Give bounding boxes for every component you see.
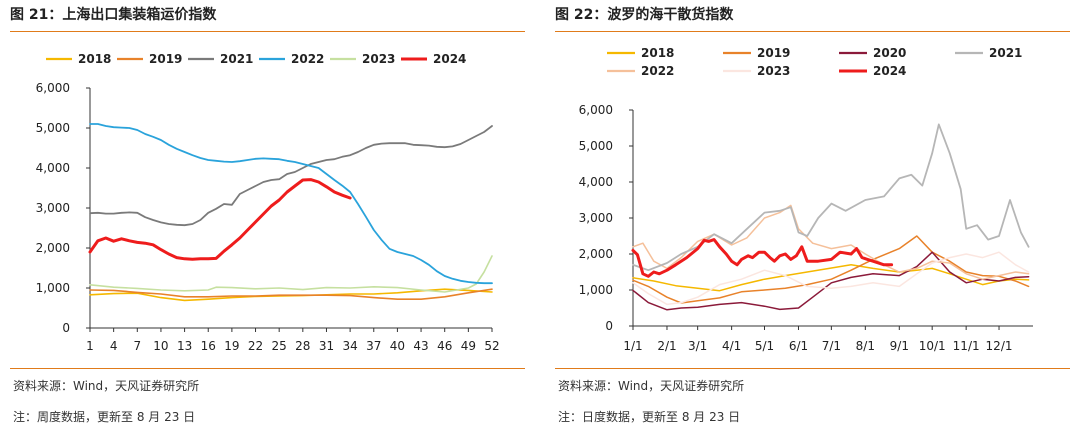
x-tick-label: 5/1 bbox=[755, 339, 774, 353]
x-tick-label: 2/1 bbox=[657, 339, 676, 353]
x-tick-label: 7 bbox=[133, 339, 141, 353]
y-tick-label: 6,000 bbox=[36, 81, 70, 95]
x-tick-label: 46 bbox=[437, 339, 452, 353]
chart-title: 图 21：上海出口集装箱运价指数 bbox=[10, 7, 217, 23]
series-line-2019 bbox=[632, 235, 1030, 304]
legend-label-2019: 2019 bbox=[149, 52, 182, 66]
y-tick-label: 1,000 bbox=[36, 281, 70, 295]
y-tick-label: 3,000 bbox=[579, 211, 613, 225]
series-line-2019 bbox=[89, 288, 493, 301]
series-line-2022 bbox=[89, 123, 493, 285]
chart-svg: 0 1,000 2,000 3,000 4,000 5,000 6,000 1 4 7 10 13 16… bbox=[36, 52, 500, 353]
x-tick-label: 34 bbox=[342, 339, 357, 353]
chart-panel-scfi: 图 21：上海出口集装箱运价指数 0 1,000 2,000 3,000 4,000 5,… bbox=[10, 0, 525, 431]
series-line-2023 bbox=[89, 255, 493, 293]
x-tick-label: 6/1 bbox=[789, 339, 808, 353]
title-divider bbox=[555, 31, 1070, 32]
legend-label-2023: 2023 bbox=[757, 64, 790, 78]
x-tick-label: 9/1 bbox=[890, 339, 909, 353]
x-tick-label: 4/1 bbox=[722, 339, 741, 353]
series-line-2018 bbox=[632, 264, 1030, 292]
series-line-2020 bbox=[632, 251, 1030, 311]
series-line-2021 bbox=[632, 123, 1030, 272]
y-tick-label: 3,000 bbox=[36, 201, 70, 215]
x-tick-label: 31 bbox=[319, 339, 334, 353]
x-tick-label: 43 bbox=[413, 339, 428, 353]
update-note: 注：日度数据，更新至 8 月 23 日 bbox=[558, 410, 741, 424]
series-line-2024 bbox=[631, 238, 894, 278]
x-tick-label: 16 bbox=[201, 339, 216, 353]
chart-svg: 0 1,000 2,000 3,000 4,000 5,000 6,000 1/1 2/1 3/1… bbox=[579, 46, 1033, 353]
y-tick-label: 5,000 bbox=[36, 121, 70, 135]
footer-divider bbox=[10, 368, 525, 369]
legend-label-2018: 2018 bbox=[641, 46, 674, 60]
x-tick-label: 10 bbox=[153, 339, 168, 353]
x-tick-label: 8/1 bbox=[856, 339, 875, 353]
source-note: 资料来源：Wind，天风证券研究所 bbox=[13, 379, 200, 393]
y-tick-label: 1,000 bbox=[579, 283, 613, 297]
source-note: 资料来源：Wind，天风证券研究所 bbox=[558, 379, 745, 393]
legend-label-2024: 2024 bbox=[873, 64, 906, 78]
y-tick-label: 4,000 bbox=[36, 161, 70, 175]
legend-label-2018: 2018 bbox=[78, 52, 111, 66]
footer-divider bbox=[555, 368, 1070, 369]
legend-label-2022: 2022 bbox=[641, 64, 674, 78]
x-tick-label: 22 bbox=[248, 339, 263, 353]
x-tick-label: 11/1 bbox=[953, 339, 980, 353]
x-tick-label: 7/1 bbox=[822, 339, 841, 353]
y-tick-label: 2,000 bbox=[36, 241, 70, 255]
x-tick-label: 49 bbox=[461, 339, 476, 353]
y-tick-label: 2,000 bbox=[579, 247, 613, 261]
x-tick-label: 1 bbox=[86, 339, 94, 353]
series-line-2024 bbox=[88, 178, 352, 261]
y-tick-label: 0 bbox=[605, 319, 613, 333]
x-tick-label: 19 bbox=[224, 339, 239, 353]
x-tick-label: 28 bbox=[295, 339, 310, 353]
update-note: 注：周度数据，更新至 8 月 23 日 bbox=[13, 410, 196, 424]
x-tick-label: 40 bbox=[390, 339, 405, 353]
y-tick-label: 6,000 bbox=[579, 103, 613, 117]
legend-label-2021: 2021 bbox=[989, 46, 1022, 60]
chart-title: 图 22：波罗的海干散货指数 bbox=[555, 7, 734, 23]
y-tick-label: 5,000 bbox=[579, 139, 613, 153]
y-tick-label: 4,000 bbox=[579, 175, 613, 189]
x-tick-label: 1/1 bbox=[623, 339, 642, 353]
x-tick-label: 25 bbox=[272, 339, 287, 353]
legend-label-2023: 2023 bbox=[362, 52, 395, 66]
y-tick-label: 0 bbox=[62, 321, 70, 335]
legend-label-2022: 2022 bbox=[291, 52, 324, 66]
series-line-2021 bbox=[89, 125, 493, 227]
x-tick-label: 13 bbox=[177, 339, 192, 353]
x-tick-label: 3/1 bbox=[688, 339, 707, 353]
x-tick-label: 52 bbox=[484, 339, 499, 353]
x-tick-label: 12/1 bbox=[986, 339, 1013, 353]
x-tick-label: 37 bbox=[366, 339, 381, 353]
x-tick-label: 4 bbox=[110, 339, 118, 353]
legend-label-2019: 2019 bbox=[757, 46, 790, 60]
x-tick-label: 10/1 bbox=[919, 339, 946, 353]
legend-label-2021: 2021 bbox=[220, 52, 253, 66]
chart-panel-bdi: 图 22：波罗的海干散货指数 0 1,000 2,000 3,000 4,000 5,00… bbox=[555, 0, 1070, 431]
legend-label-2024: 2024 bbox=[433, 52, 466, 66]
series-line-2023 bbox=[632, 251, 1030, 306]
legend-label-2020: 2020 bbox=[873, 46, 906, 60]
title-divider bbox=[10, 31, 525, 32]
